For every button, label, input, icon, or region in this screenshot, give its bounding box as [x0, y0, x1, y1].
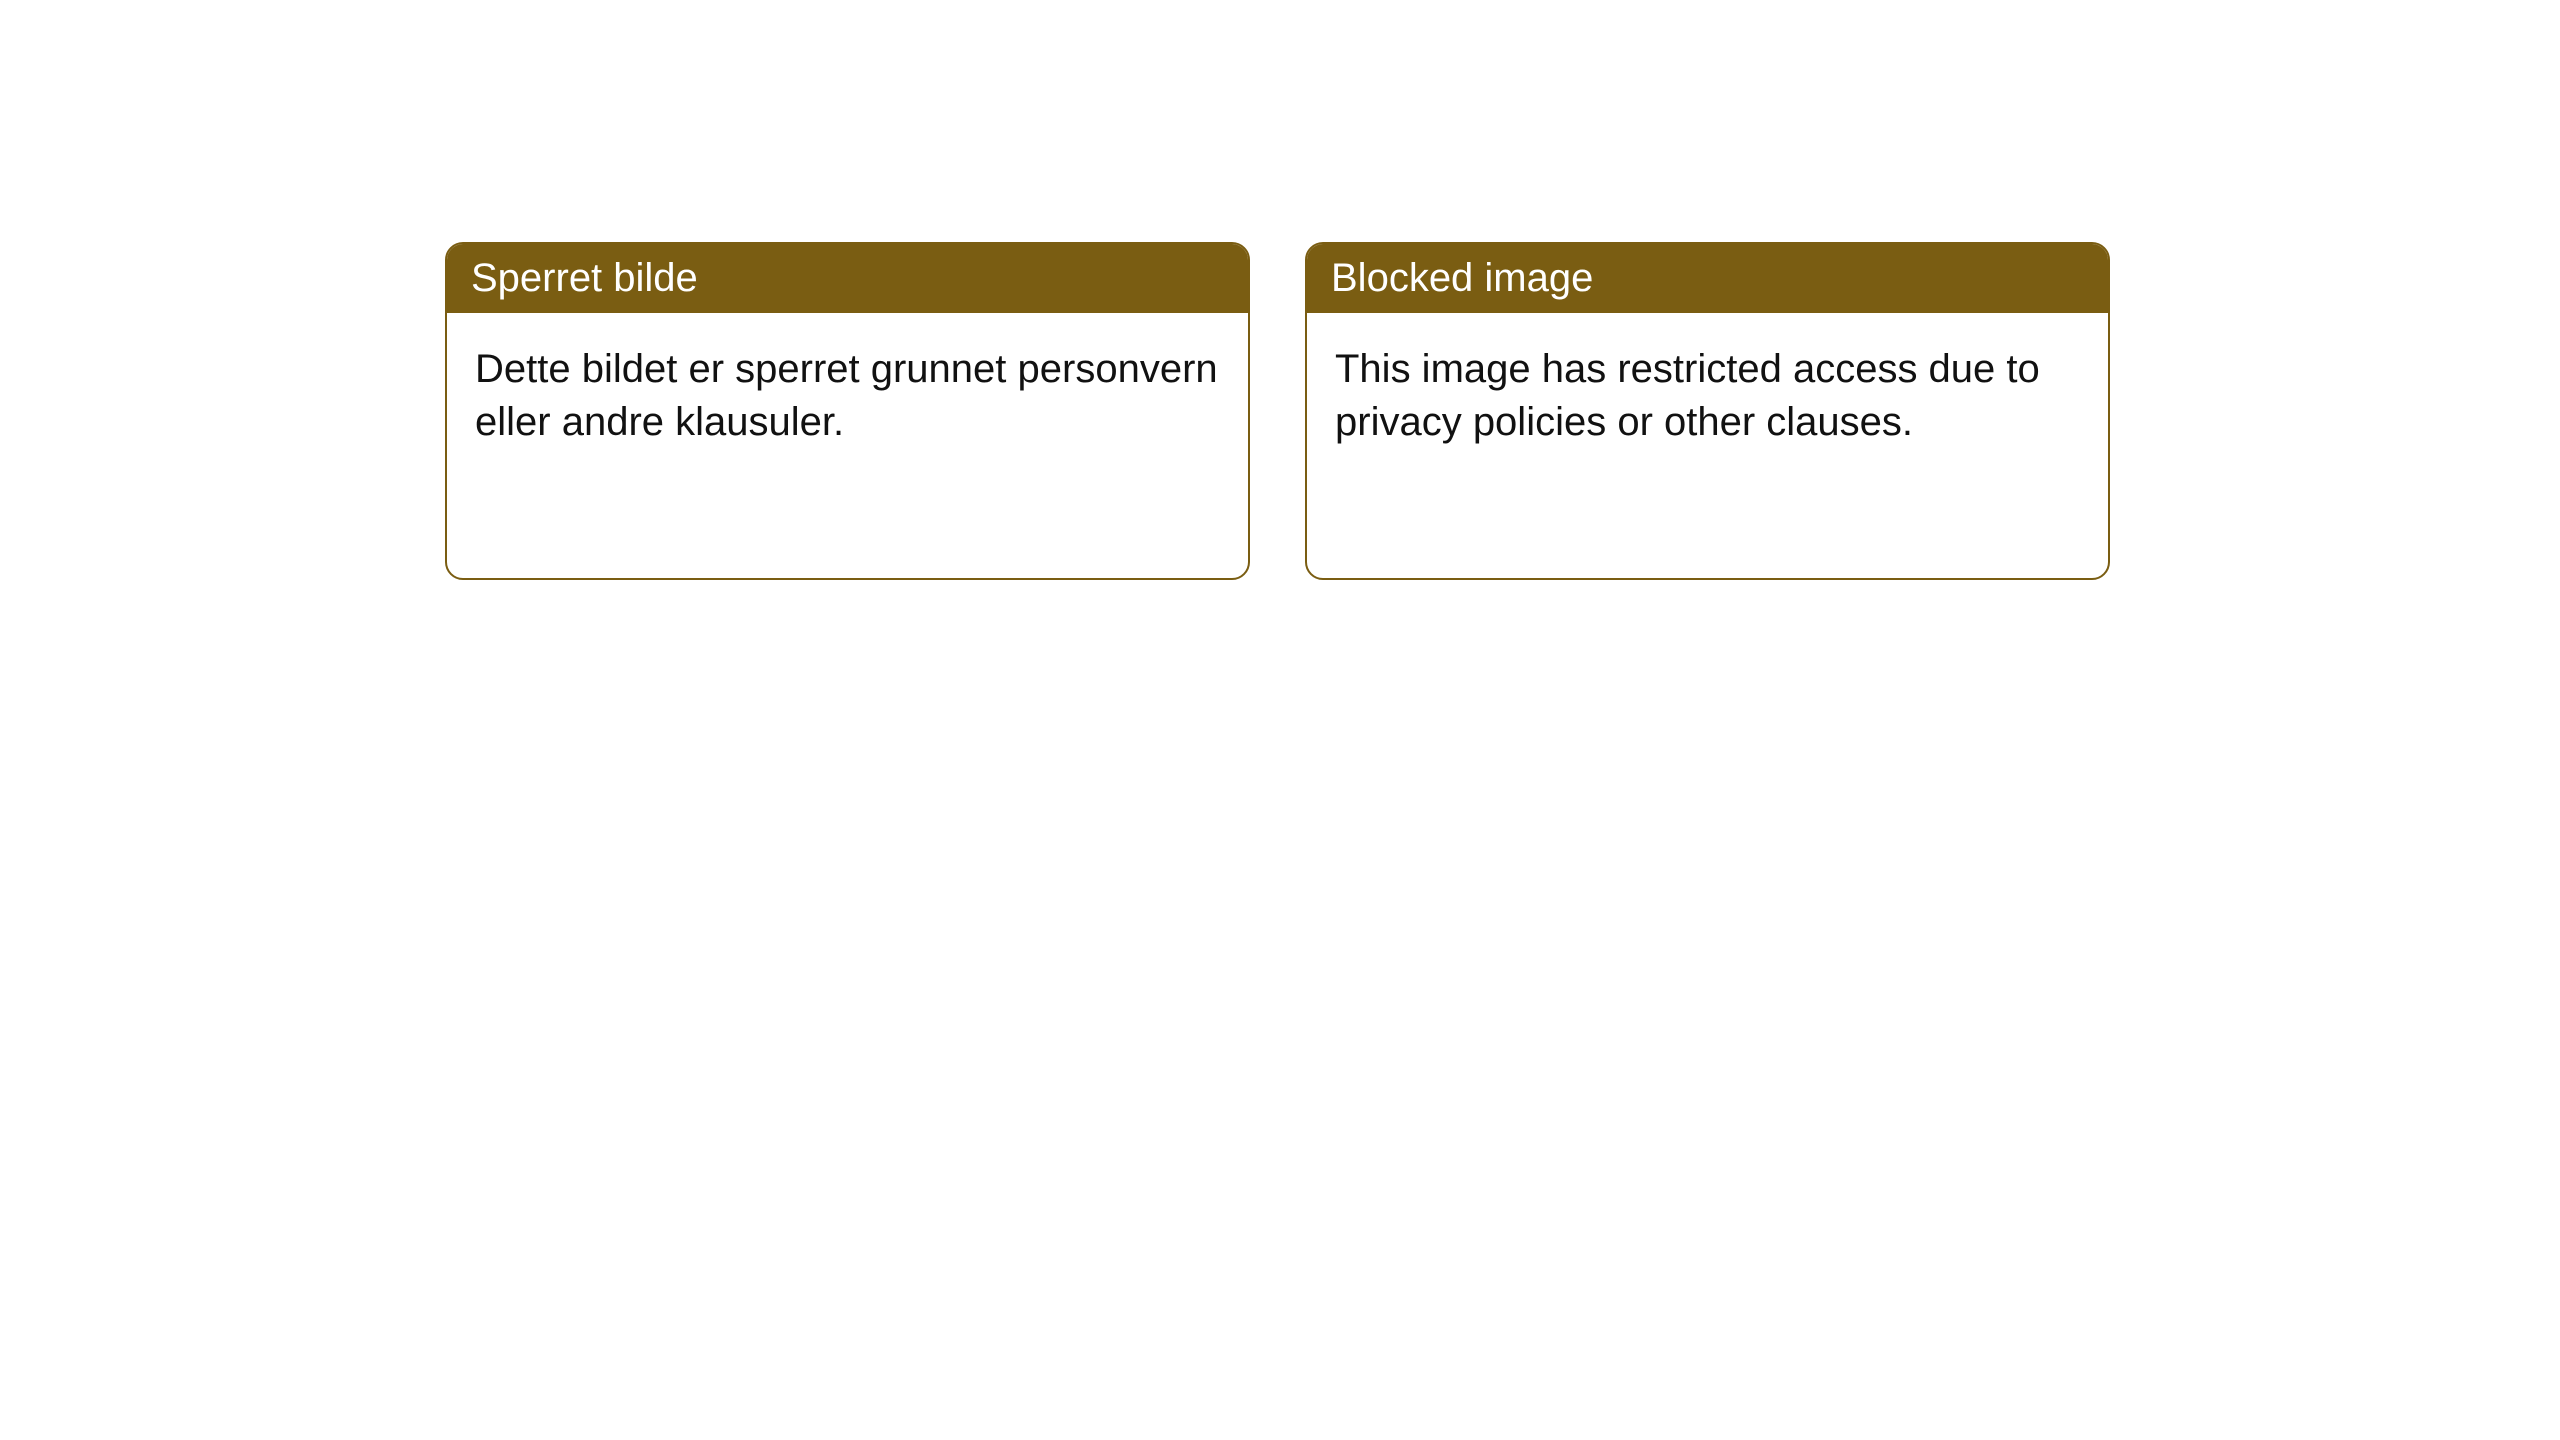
notice-card-english: Blocked image This image has restricted … — [1305, 242, 2110, 580]
card-body-text: This image has restricted access due to … — [1307, 313, 2108, 479]
notice-cards-container: Sperret bilde Dette bildet er sperret gr… — [0, 0, 2560, 580]
card-title: Blocked image — [1307, 244, 2108, 313]
card-body-text: Dette bildet er sperret grunnet personve… — [447, 313, 1248, 479]
card-title: Sperret bilde — [447, 244, 1248, 313]
notice-card-norwegian: Sperret bilde Dette bildet er sperret gr… — [445, 242, 1250, 580]
